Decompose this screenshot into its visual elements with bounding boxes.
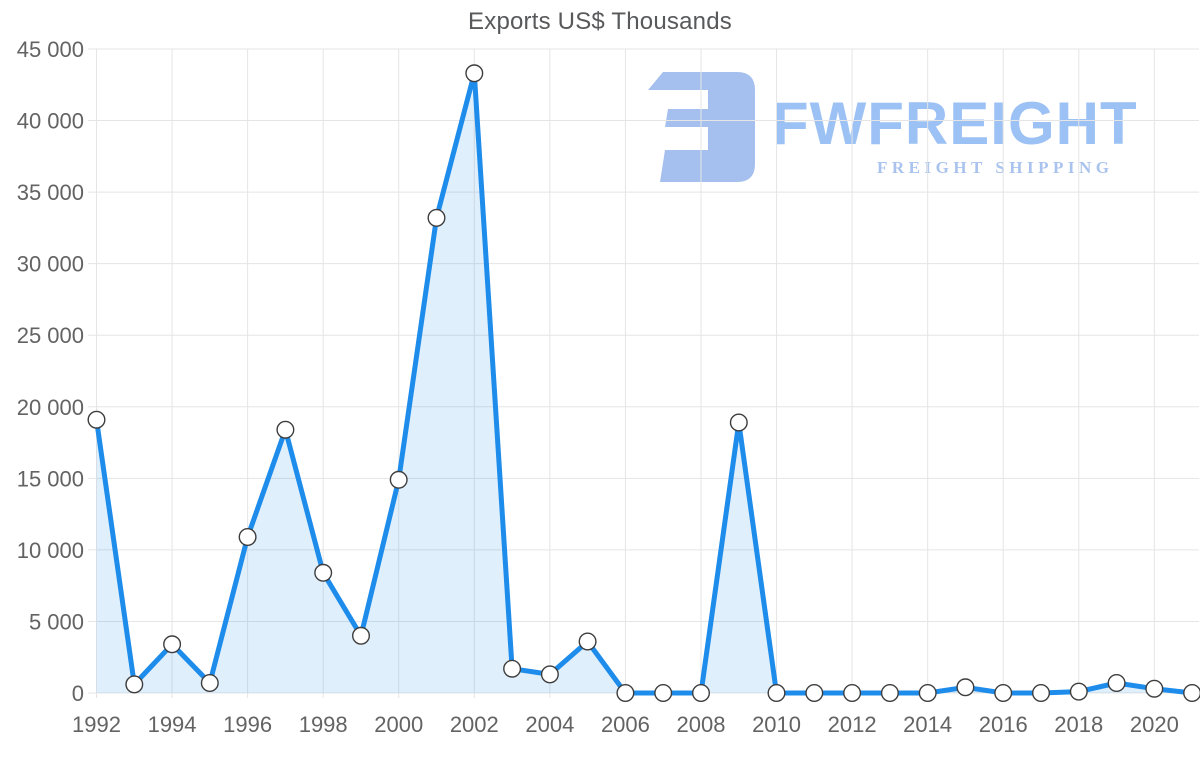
x-axis-labels: 1992 1994 1996 1998 2000 2002 2004 2006 2008 2010… [72,712,1179,737]
data-point-2012[interactable] [843,684,862,703]
y-tick-label: 45 000 [17,37,84,62]
data-point-2004[interactable] [540,665,559,684]
chart-title: Exports US$ Thousands [468,8,732,35]
y-tick-label: 40 000 [17,109,84,134]
x-tick-label: 1992 [72,712,121,737]
y-tick-label: 20 000 [17,395,84,420]
data-point-2010[interactable] [767,684,786,703]
data-point-2009[interactable] [729,413,748,432]
x-tick-label: 2010 [752,712,801,737]
x-tick-label: 1996 [223,712,272,737]
data-point-2005[interactable] [578,632,597,651]
y-tick-label: 30 000 [17,252,84,277]
fwfreight-logo-text: FWFREIGHT [772,90,1138,157]
data-point-2017[interactable] [1031,684,1050,703]
x-tick-label: 1994 [148,712,197,737]
x-tick-label: 2012 [828,712,877,737]
data-point-2007[interactable] [654,684,673,703]
x-tick-label: 1998 [299,712,348,737]
data-point-1998[interactable] [314,563,333,582]
x-tick-label: 2000 [374,712,423,737]
data-point-2021[interactable] [1183,684,1200,702]
data-point-2011[interactable] [805,684,824,703]
data-point-2008[interactable] [692,684,711,703]
fwfreight-logo-icon [648,72,755,182]
data-point-1995[interactable] [200,674,219,693]
data-point-1999[interactable] [352,626,371,645]
x-tick-label: 2004 [525,712,574,737]
y-tick-label: 0 [72,681,84,706]
data-point-1994[interactable] [163,635,182,654]
data-point-2006[interactable] [616,684,635,703]
data-point-1993[interactable] [125,675,144,694]
x-tick-label: 2006 [601,712,650,737]
data-point-2000[interactable] [389,470,408,489]
y-axis-labels: 0 5 000 10 000 15 000 20 000 25 000 30 000 35 0… [17,37,84,706]
data-point-2014[interactable] [918,684,937,703]
data-point-2019[interactable] [1107,674,1126,693]
x-tick-label: 2020 [1130,712,1179,737]
data-point-2015[interactable] [956,678,975,697]
x-tick-label: 2008 [677,712,726,737]
gridlines [88,48,1199,698]
y-tick-label: 15 000 [17,466,84,491]
data-point-2018[interactable] [1069,682,1088,701]
data-point-2003[interactable] [503,659,522,678]
data-point-1992[interactable] [87,410,106,429]
fwfreight-logo-subtitle: FREIGHT SHIPPING [877,158,1114,177]
data-point-2013[interactable] [880,684,899,703]
y-tick-label: 10 000 [17,538,84,563]
x-tick-label: 2014 [903,712,952,737]
y-tick-label: 35 000 [17,180,84,205]
x-tick-label: 2002 [450,712,499,737]
data-point-2020[interactable] [1145,679,1164,698]
x-tick-label: 2016 [979,712,1028,737]
x-tick-label: 2018 [1054,712,1103,737]
data-point-1996[interactable] [238,528,257,547]
y-tick-label: 25 000 [17,323,84,348]
data-point-1997[interactable] [276,420,295,439]
data-point-2016[interactable] [994,684,1013,703]
data-point-2002[interactable] [465,64,484,83]
y-tick-label: 5 000 [29,609,84,634]
data-point-2001[interactable] [427,208,446,227]
data-points[interactable] [87,64,1200,703]
